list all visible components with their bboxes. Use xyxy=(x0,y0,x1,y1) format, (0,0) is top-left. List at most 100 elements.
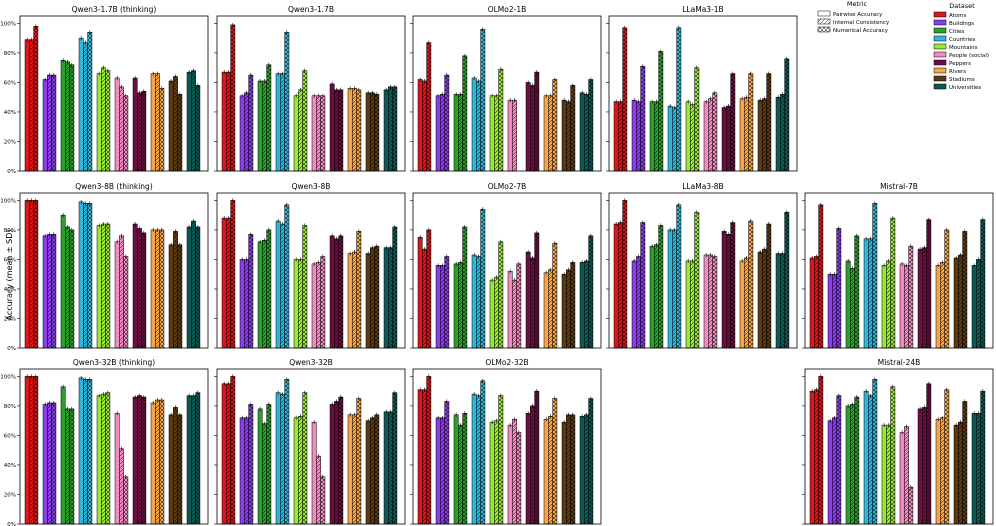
bar-atoms-pairwise-accuracy xyxy=(613,223,619,349)
bar-rivers-pairwise-accuracy xyxy=(347,414,353,525)
bar-universities-pairwise-accuracy xyxy=(579,415,585,525)
panel-title: Qwen3-8B (thinking) xyxy=(75,182,153,191)
bar-people-social-pairwise-accuracy xyxy=(311,95,317,172)
bar-hatch xyxy=(512,100,517,171)
axes-frame xyxy=(412,192,602,349)
bar-hatch xyxy=(708,255,713,348)
bar-hatch xyxy=(872,203,877,348)
bar-hatch xyxy=(173,231,178,348)
bar-hatch xyxy=(302,392,307,524)
bar-hatch xyxy=(123,95,128,171)
panel-qwen3-8b-thinking: Qwen3-8B (thinking) 0% 20% 40% 60% 80% 100% xyxy=(0,182,209,352)
bar-hatch xyxy=(908,487,913,524)
bar-hatch xyxy=(302,225,307,348)
legend-metric-hatch xyxy=(818,19,830,24)
bar-hatch xyxy=(388,86,393,171)
bar-hatch xyxy=(230,200,235,348)
legend-swatch-buildings xyxy=(933,19,947,26)
bar-mountains-pairwise-accuracy xyxy=(685,260,691,349)
bar-atoms-pairwise-accuracy xyxy=(809,257,815,349)
bar-mountains-pairwise-accuracy xyxy=(685,101,691,172)
legend-label-cities: Cities xyxy=(949,29,964,35)
bar-hatch xyxy=(744,257,749,348)
bar-buildings-pairwise-accuracy xyxy=(239,259,245,349)
bar-hatch xyxy=(552,243,557,348)
bar-hatch xyxy=(105,70,110,171)
bar-hatch xyxy=(65,408,70,524)
legend-label-atoms: Atoms xyxy=(949,13,967,19)
bar-hatch xyxy=(426,42,431,172)
bar-hatch xyxy=(836,395,841,524)
bar-hatch xyxy=(51,234,56,348)
bar-cities-pairwise-accuracy xyxy=(453,93,459,172)
panel-title: OLMo2-7B xyxy=(488,182,527,191)
bar-countries-pairwise-accuracy xyxy=(275,392,281,525)
bar-hatch xyxy=(530,85,535,171)
bar-hatch xyxy=(944,229,949,348)
bar-cities-pairwise-accuracy xyxy=(60,386,66,525)
bar-hatch xyxy=(302,70,307,171)
panel-title: Qwen3-8B xyxy=(292,182,331,191)
bar-hatch xyxy=(926,219,931,348)
bar-hatch xyxy=(748,73,753,171)
bar-hatch xyxy=(159,400,164,524)
bar-peppers-pairwise-accuracy xyxy=(721,231,727,349)
bar-hatch xyxy=(374,414,379,524)
bar-hatch xyxy=(904,426,909,524)
bar-hatch xyxy=(658,225,663,348)
bar-hatch xyxy=(480,29,485,171)
bar-atoms-pairwise-accuracy xyxy=(613,101,619,172)
bar-hatch xyxy=(548,95,553,171)
bar-hatch xyxy=(230,376,235,524)
bar-hatch xyxy=(47,75,52,171)
bar-hatch xyxy=(886,425,891,524)
bar-hatch xyxy=(744,97,749,171)
bar-mountains-pairwise-accuracy xyxy=(96,73,102,172)
bar-hatch xyxy=(47,234,52,348)
bar-buildings-pairwise-accuracy xyxy=(239,95,245,172)
bar-hatch xyxy=(422,249,427,348)
bar-hatch xyxy=(818,376,823,524)
bar-cities-pairwise-accuracy xyxy=(257,408,263,525)
bar-hatch xyxy=(850,268,855,348)
bar-hatch xyxy=(226,218,231,348)
bar-hatch xyxy=(958,255,963,348)
legend-label-people-social: People (social) xyxy=(949,53,989,59)
bar-stadiums-pairwise-accuracy xyxy=(168,80,174,172)
bar-peppers-pairwise-accuracy xyxy=(525,82,531,172)
bar-hatch xyxy=(570,414,575,524)
bar-hatch xyxy=(780,94,785,171)
bar-hatch xyxy=(498,69,503,171)
bar-mountains-pairwise-accuracy xyxy=(96,395,102,525)
bar-hatch xyxy=(65,226,70,348)
bar-countries-pairwise-accuracy xyxy=(863,390,869,525)
bar-stadiums-pairwise-accuracy xyxy=(168,414,174,525)
bar-hatch xyxy=(392,392,397,524)
bar-people-social-pairwise-accuracy xyxy=(114,413,120,525)
axes-frame xyxy=(804,192,994,349)
bar-stadiums-pairwise-accuracy xyxy=(757,251,763,349)
bar-rivers-pairwise-accuracy xyxy=(935,265,941,349)
panel-title: Qwen3-1.7B xyxy=(288,5,334,14)
bar-rivers-pairwise-accuracy xyxy=(150,229,156,349)
bar-hatch xyxy=(640,66,645,171)
y-tick-label: 100% xyxy=(0,21,16,27)
legend-swatch-atoms xyxy=(933,11,947,18)
bar-buildings-pairwise-accuracy xyxy=(435,417,441,525)
bar-hatch xyxy=(618,222,623,348)
bar-hatch xyxy=(622,27,627,171)
bar-hatch xyxy=(422,80,427,171)
bar-hatch xyxy=(69,408,74,524)
bar-peppers-pairwise-accuracy xyxy=(917,408,923,525)
bar-mountains-pairwise-accuracy xyxy=(489,95,495,172)
bar-hatch xyxy=(712,256,717,348)
bar-buildings-pairwise-accuracy xyxy=(42,235,48,349)
bar-hatch xyxy=(316,456,321,524)
bar-peppers-pairwise-accuracy xyxy=(917,248,923,349)
axes-frame xyxy=(216,192,406,349)
bar-hatch xyxy=(766,224,771,348)
bar-hatch xyxy=(83,203,88,348)
bar-hatch xyxy=(356,231,361,348)
bar-hatch xyxy=(548,269,553,348)
panel-title: Qwen3-32B xyxy=(289,358,333,367)
